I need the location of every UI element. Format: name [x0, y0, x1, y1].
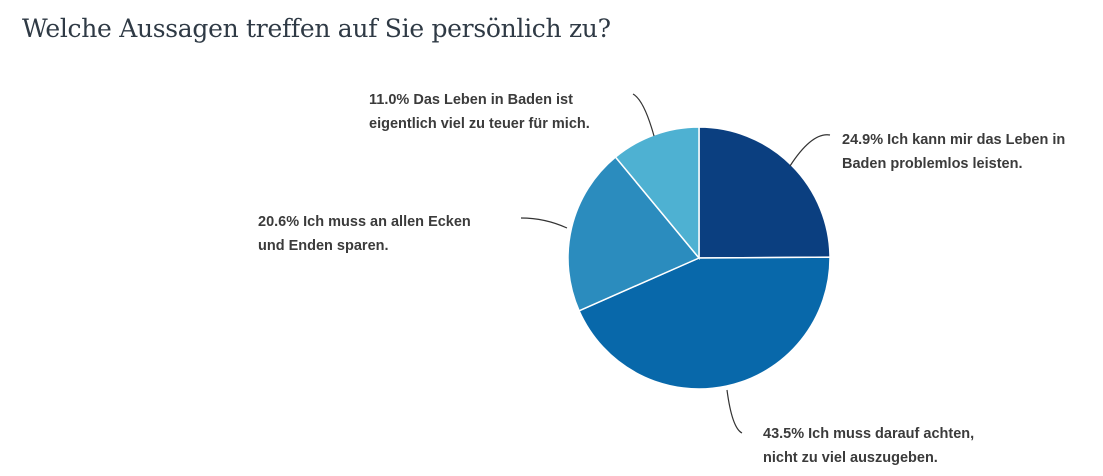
label-text: und Enden sparen.	[258, 238, 389, 254]
label-percent: 11.0%	[369, 92, 410, 108]
label-percent: 20.6%	[258, 214, 300, 230]
pie-slice-3	[614, 126, 700, 261]
slice-label-0: 24.9% Ich kann mir das Leben in Baden pr…	[842, 128, 1065, 176]
pie-slice-1	[578, 256, 831, 390]
leader-line-3	[632, 93, 655, 137]
pie-slice-0	[698, 126, 831, 259]
slice-label-2: 20.6% Ich muss an allen Ecken und Enden …	[258, 210, 471, 258]
label-text: nicht zu viel auszugeben.	[763, 450, 938, 466]
leader-line-2	[520, 217, 568, 229]
label-percent: 24.9%	[842, 132, 884, 148]
leader-line-0	[789, 134, 831, 167]
label-text: Ich kann mir das Leben in	[887, 132, 1066, 148]
leader-line-1	[726, 389, 743, 434]
label-text: Ich muss an allen Ecken	[303, 214, 471, 230]
label-text: Das Leben in Baden ist	[413, 92, 573, 108]
slice-label-3: 11.0% Das Leben in Baden ist eigentlich …	[369, 88, 590, 136]
label-percent: 43.5%	[763, 426, 805, 442]
label-text: Baden problemlos leisten.	[842, 156, 1023, 172]
label-text: eigentlich viel zu teuer für mich.	[369, 116, 590, 132]
chart-title: Welche Aussagen treffen auf Sie persönli…	[22, 14, 611, 43]
pie-slice-2	[567, 156, 701, 312]
slice-label-1: 43.5% Ich muss darauf achten, nicht zu v…	[763, 422, 974, 470]
label-text: Ich muss darauf achten,	[808, 426, 975, 442]
